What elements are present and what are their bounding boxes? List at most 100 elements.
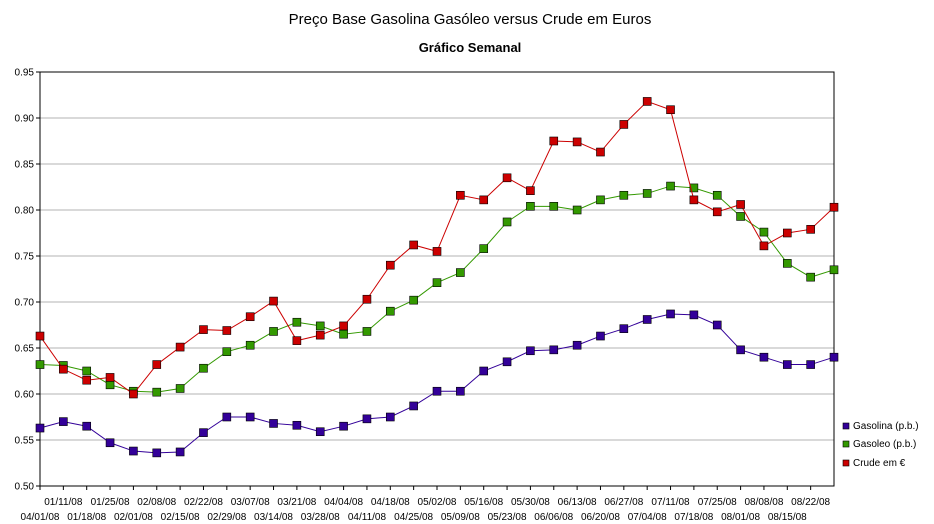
data-point — [549, 202, 559, 211]
data-point — [759, 352, 769, 362]
data-point — [129, 389, 138, 399]
data-point — [175, 342, 185, 352]
x-tick-label: 02/22/08 — [184, 497, 223, 508]
data-point — [152, 360, 162, 369]
data-point — [596, 147, 605, 157]
data-point — [619, 190, 629, 200]
data-point — [712, 190, 722, 200]
x-tick-label: 07/11/08 — [651, 497, 690, 508]
data-point — [806, 360, 815, 369]
series-layer — [35, 97, 839, 458]
data-point — [549, 345, 559, 355]
x-tick-label: 06/06/08 — [534, 512, 573, 523]
x-tick-label: 03/21/08 — [277, 497, 316, 508]
data-point — [526, 186, 535, 195]
grid-lines — [40, 117, 834, 441]
y-axis: 0.50 0.55 0.60 0.65 0.70 0.75 0.80 0.85 0.90 0.95 — [15, 68, 40, 493]
data-point — [479, 366, 489, 376]
data-point — [292, 420, 302, 430]
legend-label-crude: Crude em € — [853, 458, 906, 469]
data-point — [456, 386, 465, 396]
data-point — [549, 136, 559, 146]
x-tick-label: 05/02/08 — [418, 497, 457, 508]
y-tick-label: 0.70 — [15, 298, 35, 309]
series-2 — [35, 97, 839, 399]
data-point — [105, 373, 115, 382]
data-point — [245, 340, 255, 350]
x-tick-label: 02/29/08 — [207, 512, 246, 523]
data-point — [572, 205, 582, 215]
y-tick-label: 0.90 — [15, 114, 35, 125]
data-point — [385, 412, 395, 422]
data-point — [456, 268, 465, 277]
data-point — [362, 414, 372, 424]
chart-title: Preço Base Gasolina Gasóleo versus Crude… — [289, 11, 652, 28]
x-tick-label: 06/27/08 — [604, 497, 643, 508]
legend-item-gasoleo: Gasoleo (p.b.) — [842, 439, 916, 450]
data-point — [596, 331, 605, 341]
data-point — [619, 120, 629, 129]
x-tick-label: 05/30/08 — [511, 497, 550, 508]
data-point — [339, 421, 348, 431]
data-point — [35, 423, 45, 433]
data-point — [572, 137, 582, 147]
x-tick-label: 05/23/08 — [488, 512, 527, 523]
data-point — [712, 320, 722, 330]
data-point — [432, 247, 442, 256]
data-point — [269, 419, 278, 428]
data-point — [385, 306, 395, 316]
data-point — [736, 212, 745, 221]
data-point — [245, 312, 255, 322]
data-point — [82, 366, 92, 376]
x-tick-label: 06/13/08 — [558, 497, 597, 508]
data-point — [105, 380, 115, 390]
data-point — [689, 183, 699, 193]
data-point — [502, 173, 512, 183]
x-tick-label: 08/22/08 — [791, 497, 830, 508]
data-point — [642, 97, 652, 106]
data-point — [385, 260, 395, 270]
data-point — [199, 325, 208, 334]
y-tick-label: 0.55 — [15, 436, 35, 447]
plot-area-border — [39, 71, 835, 487]
x-tick-label: 05/09/08 — [441, 512, 480, 523]
data-point — [292, 317, 302, 327]
data-point — [175, 447, 185, 457]
data-point — [35, 331, 45, 341]
y-tick-label: 0.65 — [15, 344, 35, 355]
data-point — [269, 296, 278, 306]
x-tick-label: 07/18/08 — [674, 512, 713, 523]
y-tick-label: 0.50 — [15, 482, 35, 493]
legend-label-gasolina: Gasolina (p.b.) — [853, 421, 919, 432]
legend-label-gasoleo: Gasoleo (p.b.) — [853, 439, 916, 450]
data-point — [222, 412, 232, 422]
legend: Gasolina (p.b.) Gasoleo (p.b.) Crude em … — [842, 421, 919, 469]
data-point — [806, 272, 815, 282]
data-point — [596, 195, 605, 205]
data-point — [526, 202, 535, 211]
data-point — [782, 360, 792, 369]
data-point — [222, 347, 232, 356]
data-point — [339, 321, 348, 331]
data-point — [572, 340, 582, 350]
data-point — [315, 330, 325, 340]
legend-marker-crude — [842, 459, 850, 467]
x-tick-label: 04/04/08 — [324, 497, 363, 508]
y-tick-label: 0.75 — [15, 252, 35, 263]
data-point — [59, 364, 68, 374]
data-point — [736, 345, 745, 355]
x-tick-label: 02/08/08 — [137, 497, 176, 508]
data-point — [642, 315, 652, 324]
data-point — [82, 421, 92, 431]
data-point — [199, 363, 208, 373]
data-point — [689, 310, 699, 320]
x-axis: 04/01/08 01/11/08 01/18/08 01/25/08 02/01/08… — [21, 486, 831, 523]
data-point — [339, 329, 348, 339]
x-tick-label: 08/15/08 — [768, 512, 807, 523]
legend-marker-gasolina — [842, 422, 850, 430]
x-tick-label: 05/16/08 — [464, 497, 503, 508]
data-point — [829, 352, 839, 362]
x-tick-label: 04/25/08 — [394, 512, 433, 523]
data-point — [759, 227, 769, 237]
data-point — [806, 225, 815, 234]
